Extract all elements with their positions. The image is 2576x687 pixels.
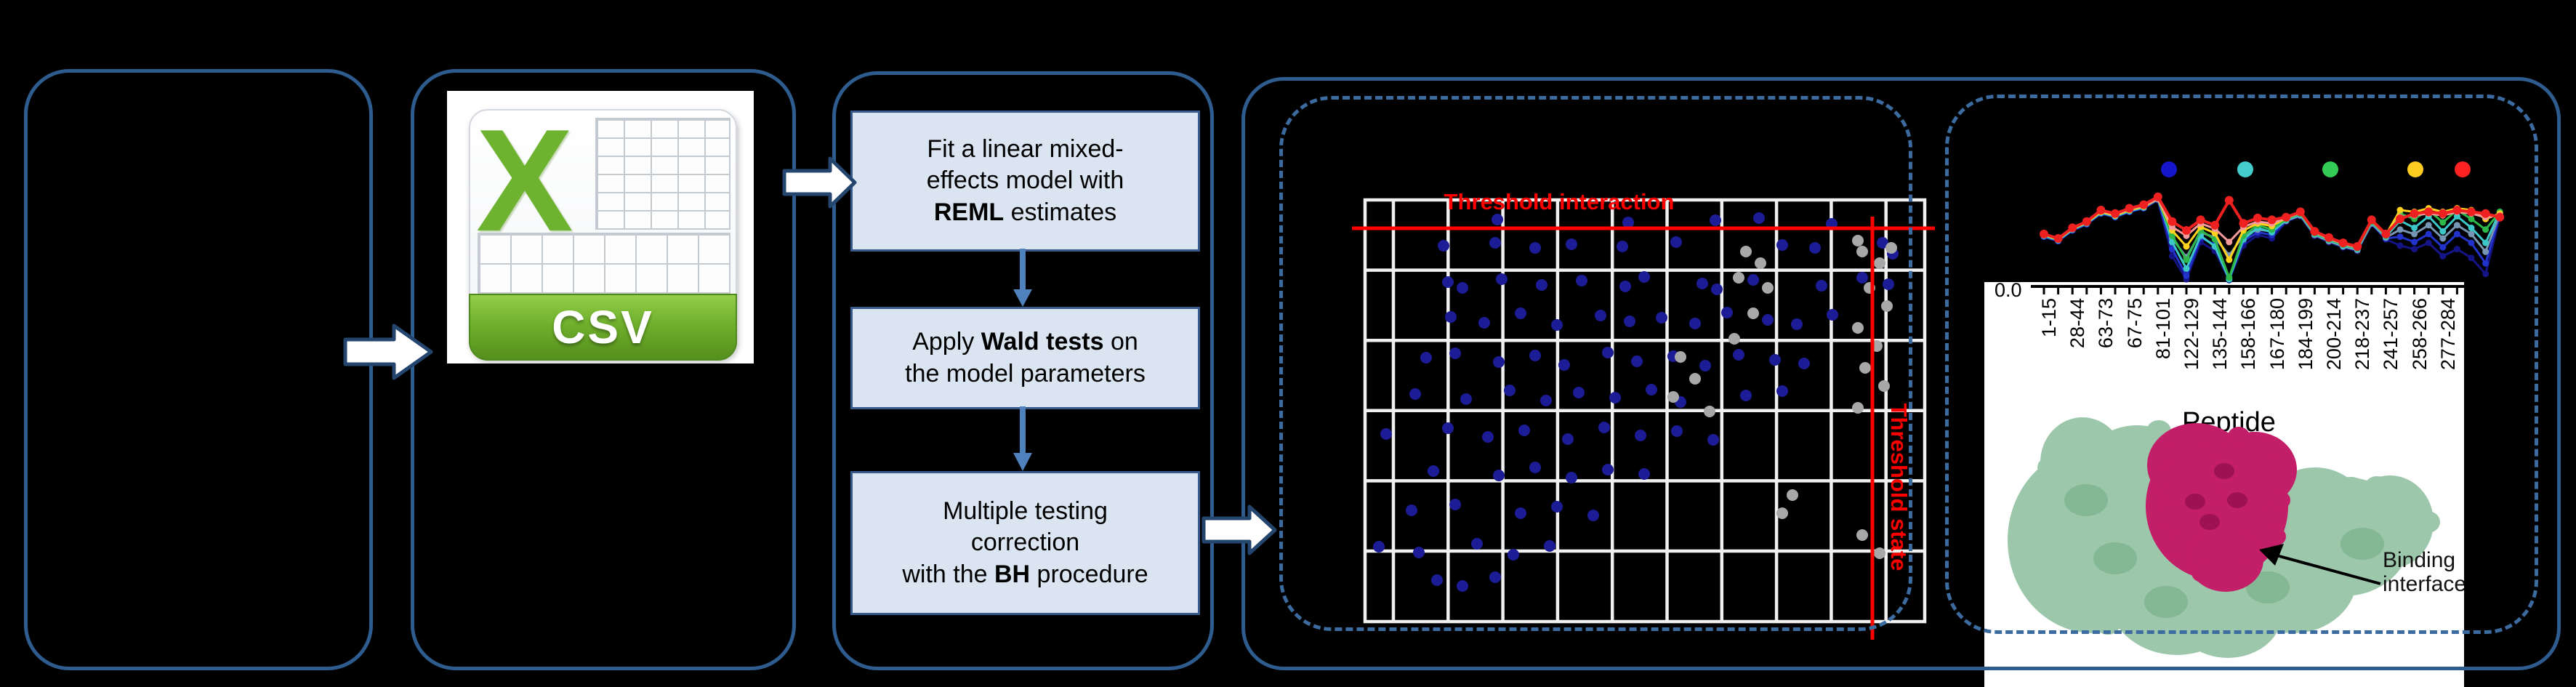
csv-file-image: X CSV <box>447 91 754 385</box>
step-text: Fit a linear mixed-effects model with RE… <box>926 135 1124 226</box>
arrow-model-to-results-icon <box>1202 505 1277 555</box>
spreadsheet-grid-wide <box>478 233 730 294</box>
step-text: with the BH procedure <box>902 560 1148 588</box>
step-line1: Multiple testing correction <box>943 497 1108 557</box>
arrow-step1-step2-icon <box>1013 249 1032 307</box>
chart-legend-dots <box>2161 161 2471 177</box>
csv-label: CSV <box>552 301 654 353</box>
peptide-figure-image: 0.0 1-15 28-44 63-73 67-75 81-101 122-129 135-… <box>1984 282 2464 687</box>
protein-binding-region-magenta <box>2146 423 2297 592</box>
step-fit-lmm: Fit a linear mixed-effects model with RE… <box>850 111 1200 252</box>
arrow-step2-step3-icon <box>1013 406 1032 471</box>
panel-peptide-dashed <box>1945 95 2538 634</box>
panel-input <box>24 69 373 670</box>
axis-ticks <box>2042 286 2458 294</box>
step-text: Apply Wald tests on the model parameters <box>905 328 1146 387</box>
scatter-gridlines <box>1363 198 1927 624</box>
peptide-uptake-line-chart <box>2040 161 2505 284</box>
protein-structure-image <box>2008 417 2440 658</box>
spreadsheet-grid-small <box>595 118 730 230</box>
step-wald-tests: Apply Wald tests on the model parameters <box>850 307 1200 409</box>
peptide-x-axis <box>2031 285 2464 294</box>
panel-scatter-dashed <box>1279 96 1912 631</box>
chart-series <box>2040 192 2505 284</box>
panel-csv <box>411 69 796 670</box>
arrow-input-to-csv-icon <box>343 324 433 380</box>
panel-results-outer <box>1241 77 2561 670</box>
arrow-csv-to-model-icon <box>782 156 857 209</box>
threshold-interaction-label: Threshold interaction <box>1444 189 1675 214</box>
csv-card: X CSV <box>469 100 737 385</box>
interaction-scatter-plot: Threshold interaction Threshold state <box>1352 189 1935 640</box>
protein-surface-green <box>2008 417 2440 658</box>
threshold-state-label: Threshold state <box>1886 403 1912 571</box>
annotation-arrow-line <box>2276 554 2381 585</box>
panel-model-steps <box>832 71 1214 670</box>
binding-interface-label: Binding interface <box>2383 548 2464 596</box>
annotation-arrow-head <box>2259 544 2284 566</box>
y-axis-tick-label: 0.0 <box>1995 282 2022 301</box>
csv-label-band: CSV <box>469 294 737 361</box>
scatter-points <box>1373 212 1899 592</box>
step-bh-correction: Multiple testing correction with the BH … <box>850 471 1200 615</box>
csv-shadow <box>499 377 717 385</box>
